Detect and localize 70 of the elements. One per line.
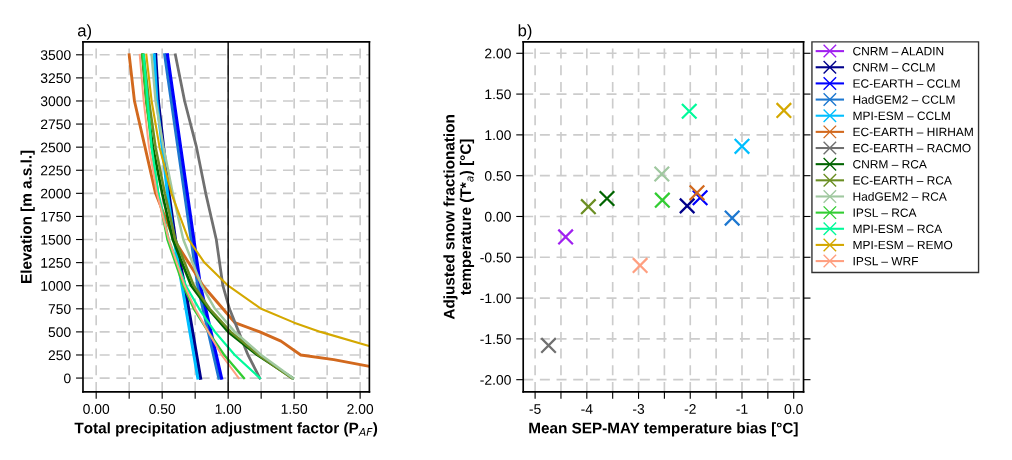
x-tick-label: 1.50	[281, 404, 308, 414]
y-tick-label: 2.00	[485, 48, 511, 59]
legend-label: CNRM – ALADIN	[853, 46, 944, 56]
point	[631, 257, 649, 274]
chart-title: b)	[518, 24, 532, 40]
point	[653, 165, 671, 183]
point	[598, 190, 616, 207]
point	[678, 197, 696, 215]
y-tick-label: 1750	[41, 211, 71, 222]
x-tick-label: -1	[736, 404, 748, 414]
legend-label: EC-EARTH – RACMO	[853, 143, 971, 153]
legend-label: EC-EARTH – CCLM	[853, 79, 960, 88]
y-tick-label: 3250	[40, 73, 71, 84]
y-tick-label: 2750	[40, 119, 71, 130]
legend-label: IPSL – WRF	[853, 256, 918, 266]
y-tick-label: 1500	[41, 234, 71, 245]
legend-label: EC-EARTH – RCA	[853, 176, 952, 185]
legend-label: IPSL – RCA	[853, 208, 917, 217]
point	[723, 209, 741, 227]
x-tick-label: 1.00	[215, 404, 242, 414]
legend-label: HadGEM2 – RCA	[853, 192, 947, 201]
y-tick-label: 2500	[40, 142, 71, 153]
legend-label: CNRM – CCLM	[853, 63, 935, 72]
x-tick-label: 2.00	[347, 404, 374, 414]
y-tick-label: -1.50	[480, 334, 511, 345]
y-tick-label: 2000	[40, 188, 71, 199]
y-tick-label: 3500	[40, 50, 71, 60]
point	[557, 228, 575, 246]
x-axis-title: Mean SEP-MAY temperature bias [°C]	[529, 422, 798, 437]
y-tick-label: 750	[48, 304, 71, 314]
x-tick-label: 0.00	[83, 404, 110, 414]
point	[579, 198, 597, 216]
y-tick-label: -0.50	[480, 252, 511, 263]
y-tick-label: 2250	[40, 165, 71, 176]
legend-label: MPI-ESM – CCLM	[853, 111, 950, 121]
x-tick-label: -4	[581, 404, 593, 414]
x-tick-label: -3	[632, 404, 645, 414]
legend-label: CNRM – RCA	[853, 160, 927, 169]
point	[775, 102, 793, 119]
y-tick-label: 1.50	[485, 89, 511, 100]
y-tick-label: 0	[64, 373, 71, 384]
y-tick-label: 1.00	[485, 130, 511, 141]
legend-label: EC-EARTH – HIRHAM	[853, 127, 973, 137]
y-tick-label: 3000	[40, 96, 71, 107]
y-tick-label: -2.00	[480, 375, 511, 385]
y-tick-label: 250	[48, 350, 71, 361]
point	[733, 137, 751, 155]
legend-label: MPI-ESM – REMO	[853, 240, 953, 250]
point	[540, 337, 557, 354]
point	[691, 189, 709, 207]
point	[653, 191, 671, 209]
y-tick-label: 1000	[41, 281, 71, 291]
y-tick-label: 1250	[41, 257, 71, 268]
point	[680, 102, 698, 120]
y-tick-label: 500	[48, 327, 71, 338]
y-tick-label: 0.50	[484, 171, 511, 181]
legend-label: HadGEM2 – CCLM	[853, 95, 955, 104]
x-axis-title: Total precipitation adjustment factor (P$_{AF}$)	[74, 422, 378, 437]
line-series	[173, 53, 262, 380]
legend-label: MPI-ESM – RCA	[853, 224, 943, 234]
y-tick-label: -1.00	[480, 293, 511, 304]
y-tick-label: 0.00	[484, 211, 511, 222]
y-axis-title: Adjusted snow fractionation temperature (T*$_{a}$) [°C]	[443, 115, 475, 320]
chart-title: a)	[77, 24, 92, 40]
x-tick-label: 0.0	[784, 404, 803, 414]
x-tick-label: -2	[684, 404, 696, 414]
y-axis-title: Elevation [m a.s.l.]	[20, 150, 35, 283]
x-tick-label: -5	[529, 404, 541, 414]
point	[688, 184, 706, 202]
x-tick-label: 0.50	[149, 404, 176, 414]
